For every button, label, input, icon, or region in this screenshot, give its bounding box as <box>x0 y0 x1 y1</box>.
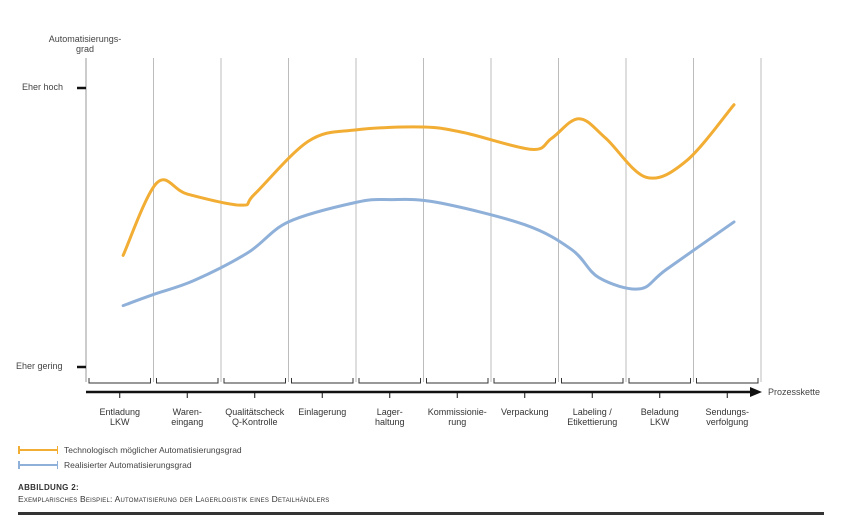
legend-swatch-realized <box>18 461 58 469</box>
legend-label-realized: Realisierter Automatisierungsgrad <box>64 460 192 470</box>
x-tick-label: Einlagerung <box>298 407 347 417</box>
x-tick-label: Labeling / Etikettierung <box>567 407 618 427</box>
legend-item-possible: Technologisch möglicher Automatisierungs… <box>18 445 242 455</box>
y-tick-label-low: Eher gering <box>16 361 63 371</box>
series-line-possible <box>121 103 736 257</box>
figure-title: Exemplarisches Beispiel: Automatisierung… <box>18 494 330 504</box>
process-step-bracket <box>426 378 489 384</box>
process-step-bracket <box>291 378 354 384</box>
process-step-bracket <box>88 378 151 384</box>
legend-item-realized: Realisierter Automatisierungsgrad <box>18 460 192 470</box>
process-step-bracket <box>561 378 624 384</box>
legend-swatch-possible <box>18 446 58 454</box>
series-line-realized <box>121 197 736 308</box>
x-tick-label: Entladung LKW <box>99 407 141 427</box>
x-axis-title: Prozesskette <box>768 387 821 397</box>
y-axis-title: Automatisierungs- grad <box>48 34 122 54</box>
x-tick-label: Sendungs- verfolgung <box>705 407 750 427</box>
process-step-bracket <box>358 378 421 384</box>
process-chart <box>77 58 762 398</box>
process-step-bracket <box>223 378 286 384</box>
bottom-rule <box>18 512 824 515</box>
x-tick-label: Lager- haltung <box>374 407 405 427</box>
process-step-bracket <box>696 378 759 384</box>
x-tick-label: Verpackung <box>500 407 549 417</box>
y-tick-label-high: Eher hoch <box>22 82 64 92</box>
x-tick-label: Waren- eingang <box>171 407 204 427</box>
x-axis-arrowhead <box>750 387 762 397</box>
process-step-bracket <box>156 378 219 384</box>
x-tick-label: Beladung LKW <box>640 407 679 427</box>
process-step-bracket <box>628 378 691 384</box>
x-tick-label: Qualitätscheck Q-Kontrolle <box>225 407 285 427</box>
legend-label-possible: Technologisch möglicher Automatisierungs… <box>64 445 242 455</box>
figure-number: ABBILDUNG 2: <box>18 483 79 492</box>
process-step-bracket <box>493 378 556 384</box>
x-tick-label: Kommissionie- rung <box>427 407 487 427</box>
